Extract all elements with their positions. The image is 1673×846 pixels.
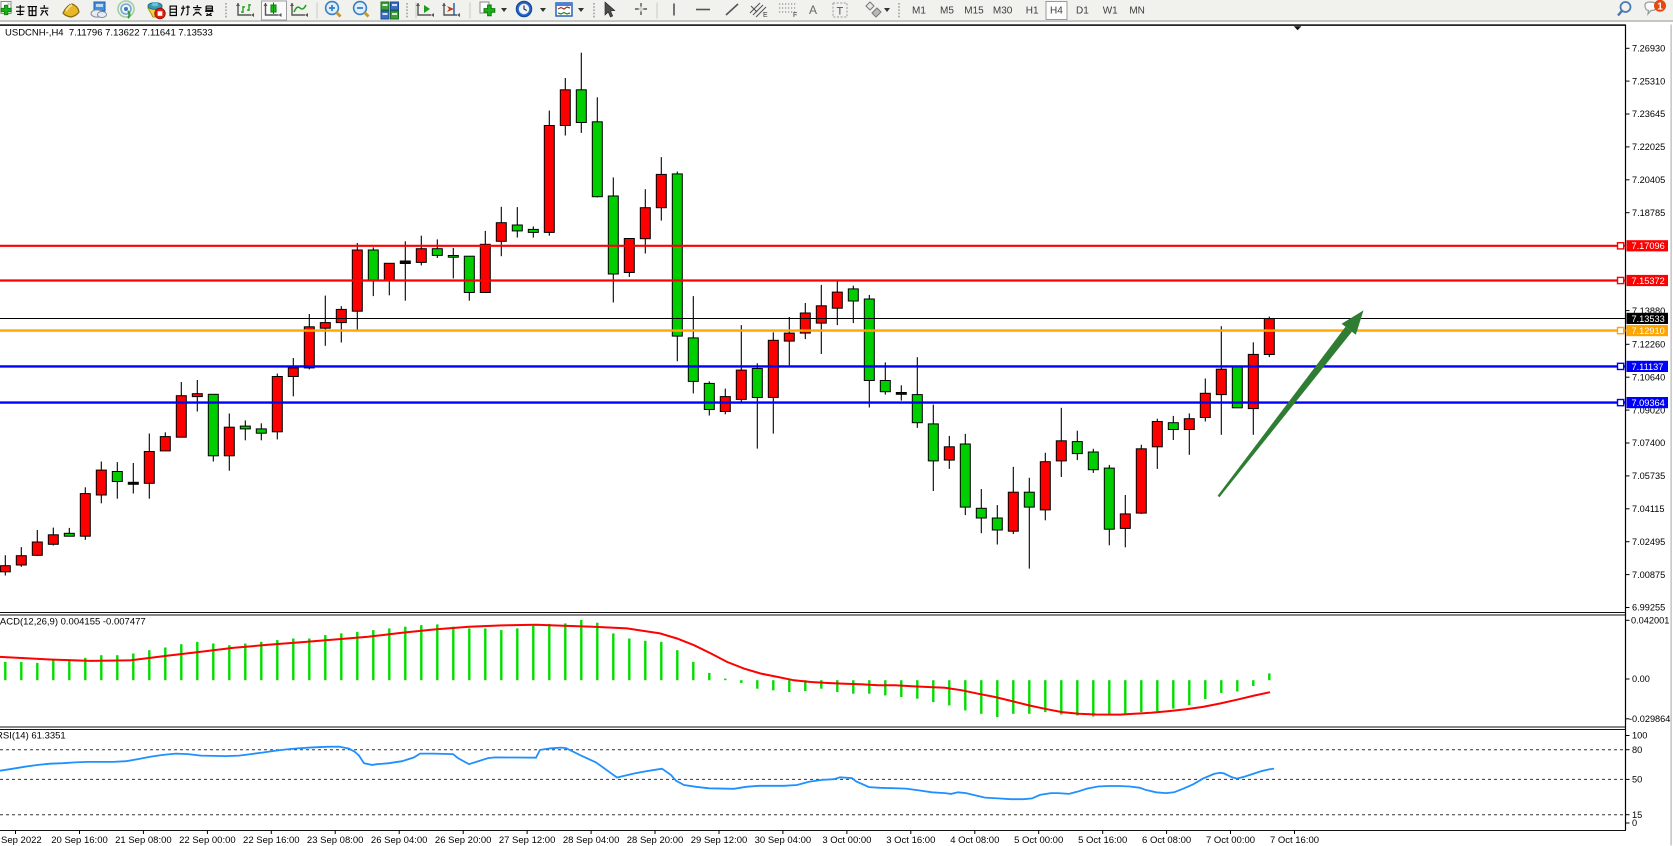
svg-text:7.07400: 7.07400 [1632, 438, 1665, 448]
svg-text:7.10640: 7.10640 [1632, 372, 1665, 382]
svg-text:7.13880: 7.13880 [1632, 306, 1665, 316]
svg-text:M15: M15 [964, 6, 984, 17]
svg-text:80: 80 [1632, 745, 1642, 755]
svg-text:7.18785: 7.18785 [1632, 208, 1665, 218]
svg-text:4 Oct 08:00: 4 Oct 08:00 [950, 835, 999, 846]
svg-text:22 Sep 00:00: 22 Sep 00:00 [179, 835, 236, 846]
svg-text:MACD(12,26,9) 0.004155 -0.0074: MACD(12,26,9) 0.004155 -0.007477 [0, 617, 146, 628]
svg-text:M1: M1 [912, 6, 926, 17]
svg-text:7.00875: 7.00875 [1632, 570, 1665, 580]
svg-text:W1: W1 [1103, 6, 1118, 17]
svg-text:H4: H4 [1050, 6, 1063, 17]
svg-text:USDCNH-,H4 7.11796 7.13622 7.: USDCNH-,H4 7.11796 7.13622 7.11641 7.135… [5, 28, 213, 39]
svg-text:1: 1 [1657, 1, 1663, 12]
svg-text:F: F [793, 12, 797, 19]
svg-text:H1: H1 [1026, 6, 1039, 17]
svg-text:28 Sep 20:00: 28 Sep 20:00 [627, 835, 684, 846]
svg-text:27 Sep 12:00: 27 Sep 12:00 [499, 835, 556, 846]
svg-text:M30: M30 [993, 6, 1013, 17]
svg-text:7.09020: 7.09020 [1632, 405, 1665, 415]
svg-text:20 Sep 16:00: 20 Sep 16:00 [51, 835, 108, 846]
svg-text:7.09364: 7.09364 [1632, 398, 1665, 408]
svg-text:6.99255: 6.99255 [1632, 603, 1665, 613]
svg-text:D1: D1 [1076, 6, 1089, 17]
svg-text:7.12260: 7.12260 [1632, 340, 1665, 350]
svg-text:7.17096: 7.17096 [1632, 241, 1665, 251]
svg-text:22 Sep 16:00: 22 Sep 16:00 [243, 835, 300, 846]
svg-text:0.042001: 0.042001 [1631, 616, 1669, 626]
svg-text:28 Sep 04:00: 28 Sep 04:00 [563, 835, 620, 846]
svg-text:21 Sep 08:00: 21 Sep 08:00 [115, 835, 172, 846]
svg-text:7.04115: 7.04115 [1632, 504, 1665, 514]
svg-text:100: 100 [1632, 731, 1647, 741]
svg-text:30 Sep 04:00: 30 Sep 04:00 [755, 835, 812, 846]
svg-text:15: 15 [1632, 810, 1642, 820]
svg-text:7.02495: 7.02495 [1632, 537, 1665, 547]
svg-text:7.05735: 7.05735 [1632, 471, 1665, 481]
svg-text:7 Oct 00:00: 7 Oct 00:00 [1206, 835, 1255, 846]
svg-text:7.25310: 7.25310 [1632, 76, 1665, 86]
svg-text:6 Oct 08:00: 6 Oct 08:00 [1142, 835, 1191, 846]
svg-text:7.23645: 7.23645 [1632, 109, 1665, 119]
svg-text:-0.029864: -0.029864 [1629, 714, 1670, 724]
svg-text:E: E [763, 12, 768, 19]
svg-text:7.20405: 7.20405 [1632, 175, 1665, 185]
svg-text:26 Sep 04:00: 26 Sep 04:00 [371, 835, 428, 846]
svg-text:7.26930: 7.26930 [1632, 44, 1665, 54]
svg-text:M5: M5 [940, 6, 954, 17]
svg-text:7.12910: 7.12910 [1632, 326, 1665, 336]
svg-text:7.22025: 7.22025 [1632, 142, 1665, 152]
svg-text:29 Sep 12:00: 29 Sep 12:00 [691, 835, 748, 846]
svg-text:23 Sep 08:00: 23 Sep 08:00 [307, 835, 364, 846]
svg-text:3 Oct 00:00: 3 Oct 00:00 [822, 835, 871, 846]
svg-text:7.11137: 7.11137 [1632, 362, 1664, 372]
svg-text:0.00: 0.00 [1632, 674, 1650, 684]
svg-text:T: T [837, 6, 844, 18]
svg-text:RSI(14) 61.3351: RSI(14) 61.3351 [0, 731, 66, 742]
svg-text:7 Oct 16:00: 7 Oct 16:00 [1270, 835, 1319, 846]
svg-text:Sep 2022: Sep 2022 [1, 835, 42, 846]
svg-text:26 Sep 20:00: 26 Sep 20:00 [435, 835, 492, 846]
svg-text:A: A [809, 3, 817, 17]
svg-text:7.13533: 7.13533 [1632, 314, 1665, 324]
svg-text:0: 0 [1632, 818, 1637, 828]
svg-text:50: 50 [1632, 775, 1642, 785]
svg-text:7.15372: 7.15372 [1632, 276, 1665, 286]
svg-text:MN: MN [1129, 6, 1145, 17]
svg-text:3 Oct 16:00: 3 Oct 16:00 [886, 835, 935, 846]
svg-text:5 Oct 00:00: 5 Oct 00:00 [1014, 835, 1063, 846]
svg-text:5 Oct 16:00: 5 Oct 16:00 [1078, 835, 1127, 846]
